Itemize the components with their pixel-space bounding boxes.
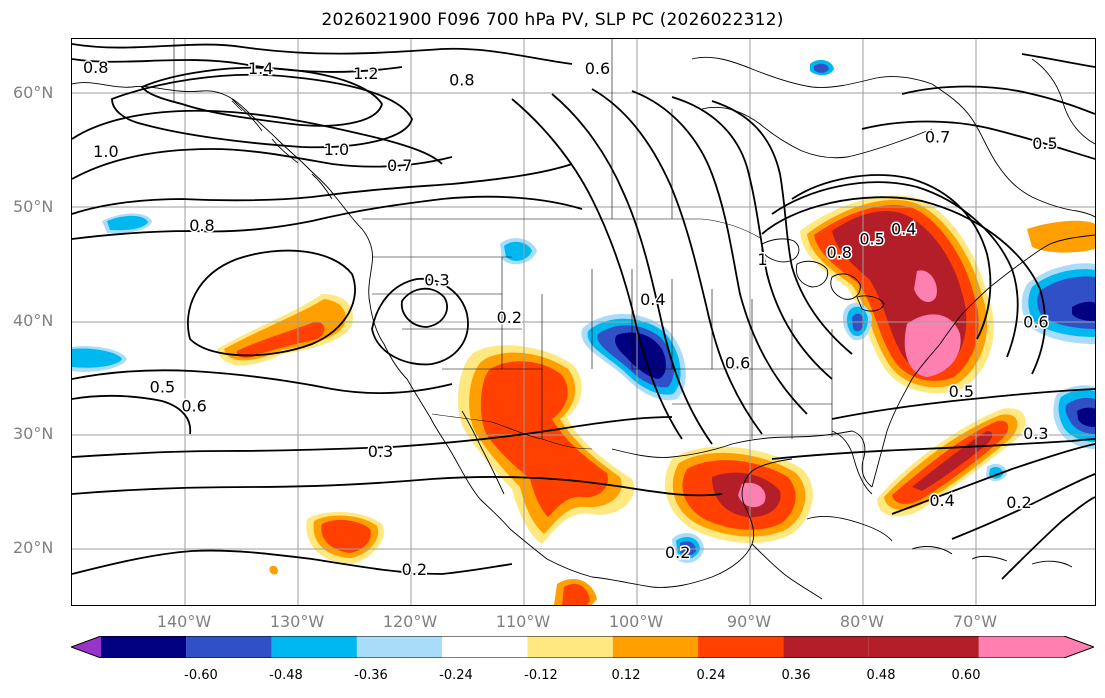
- pv-anomaly-shading: [72, 59, 1095, 605]
- colorbar-segment: [442, 636, 528, 658]
- colorbar-tick-label: 0.12: [611, 668, 641, 683]
- contour-labels: 1.41.20.80.80.50.61.01.00.70.81.01.20.70…: [82, 39, 1060, 581]
- colorbar-extend-high: [1064, 636, 1094, 658]
- lon-label-90w: 90°W: [726, 612, 772, 631]
- colorbar-tick-label: -0.12: [524, 668, 558, 683]
- contour-label: 1.0: [324, 140, 349, 159]
- colorbar-segment: [101, 636, 187, 658]
- contour-label: 0.8: [449, 71, 474, 90]
- colorbar-segment: [186, 636, 272, 658]
- contour-label: 0.6: [725, 353, 750, 372]
- contour-label: 0.2: [1006, 493, 1031, 512]
- colorbar-segment: [612, 636, 699, 658]
- contour-label: 0.8: [83, 58, 108, 77]
- colorbar-segment: [783, 636, 869, 658]
- lon-label-70w: 70°W: [952, 612, 998, 631]
- contour-label: 0.4: [891, 219, 916, 238]
- contour-label: 0.6: [181, 397, 206, 416]
- chart-title: 2026021900 F096 700 hPa PV, SLP PC (2026…: [321, 10, 784, 30]
- colorbar-tick-label: -0.36: [354, 668, 388, 683]
- contour-label: 0.4: [640, 290, 665, 309]
- lat-label-60n: 60°N: [13, 83, 54, 102]
- colorbar-segment: [356, 636, 443, 658]
- graticule: [72, 39, 1095, 605]
- colorbar-tick-label: -0.24: [439, 668, 473, 683]
- contour-label: 1: [757, 250, 767, 269]
- political-borders: [173, 39, 833, 450]
- contour-label: 0.2: [665, 543, 690, 562]
- lat-label-30n: 30°N: [13, 424, 54, 443]
- colorbar-segment: [868, 636, 979, 658]
- colorbar-tick-label: 0.60: [951, 668, 981, 683]
- contour-label: 0.6: [585, 59, 610, 78]
- contour-label: 0.5: [949, 382, 974, 401]
- contour-label: 0.8: [189, 216, 214, 235]
- contour-label: 0.3: [424, 271, 449, 290]
- lat-label-40n: 40°N: [13, 311, 54, 330]
- colorbar-tick-label: 0.36: [781, 668, 811, 683]
- colorbar-segment: [527, 636, 613, 658]
- contour-label: 0.8: [827, 243, 852, 262]
- colorbar-segment: [978, 636, 1064, 658]
- contour-label: 0.7: [925, 127, 950, 146]
- contour-label: 0.5: [550, 39, 575, 41]
- lon-label-100w: 100°W: [608, 612, 664, 631]
- colorbar-tick-label: 0.24: [696, 668, 726, 683]
- contour-label: 1.0: [93, 142, 118, 161]
- lon-label-110w: 110°W: [495, 612, 551, 631]
- map-panel: 1.41.20.80.80.50.61.01.00.70.81.01.20.70…: [71, 38, 1096, 606]
- colorbar-tick-label: -0.48: [269, 668, 303, 683]
- colorbar-extend-low: [71, 636, 101, 658]
- colorbar-segment: [698, 636, 784, 658]
- contour-label: 0.2: [497, 308, 522, 327]
- contour-label: 0.4: [929, 491, 954, 510]
- lon-label-130w: 130°W: [269, 612, 325, 631]
- contour-label: 0.3: [368, 442, 393, 461]
- colorbar-tick-label: -0.60: [184, 668, 218, 683]
- colorbar-segment: [271, 636, 357, 658]
- contour-label: 1.2: [353, 64, 378, 83]
- contour-label: 1.4: [248, 59, 273, 78]
- contour-label: 0.5: [150, 377, 175, 396]
- slp-contours: [72, 43, 1095, 580]
- lon-label-140w: 140°W: [156, 612, 212, 631]
- contour-label: 0.5: [859, 230, 884, 249]
- lat-label-20n: 20°N: [13, 538, 54, 557]
- contour-label: 0.5: [1032, 134, 1057, 153]
- lon-label-120w: 120°W: [382, 612, 438, 631]
- colorbar-tick-label: 0.48: [866, 668, 896, 683]
- contour-label: 0.6: [1023, 313, 1048, 332]
- contour-label: 0.7: [387, 156, 412, 175]
- lat-label-50n: 50°N: [13, 197, 54, 216]
- colorbar: [69, 635, 1096, 659]
- contour-label: 0.2: [402, 560, 427, 579]
- lon-label-80w: 80°W: [839, 612, 885, 631]
- contour-label: 0.3: [1023, 424, 1048, 443]
